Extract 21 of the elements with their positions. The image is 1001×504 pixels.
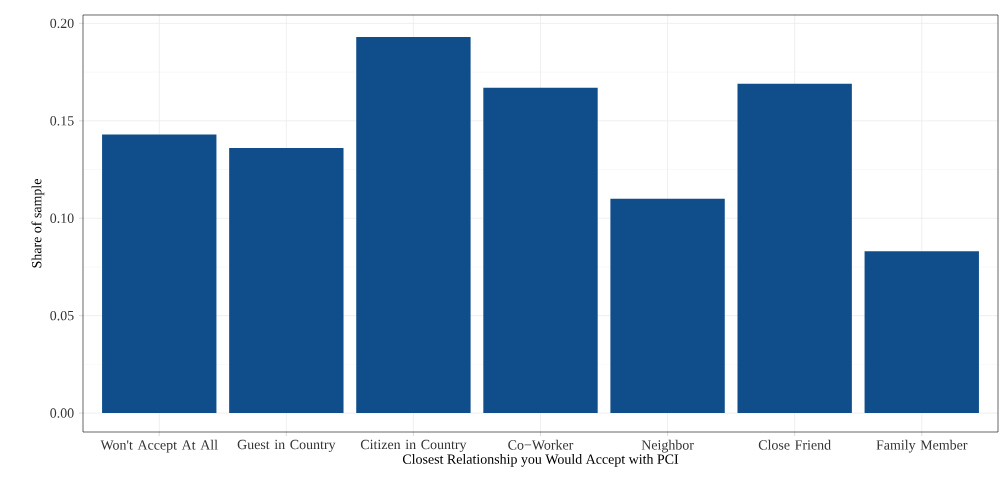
x-tick-label: Guest in Country xyxy=(237,439,336,453)
y-axis-title: Share of sample xyxy=(31,179,45,268)
bar xyxy=(483,87,598,414)
bar xyxy=(356,37,471,414)
x-tick-label: Close Friend xyxy=(758,439,831,450)
y-tick-label: 0.10 xyxy=(50,213,74,223)
x-tick-label: Won't Accept At All xyxy=(100,439,218,453)
x-tick-label: Co−Worker xyxy=(508,439,574,450)
y-tick-label: 0.00 xyxy=(50,408,74,418)
bar xyxy=(864,251,979,414)
y-tick-label: 0.20 xyxy=(50,18,74,29)
bar xyxy=(102,134,217,414)
bar xyxy=(229,148,344,414)
bar xyxy=(737,83,852,414)
y-tick-label: 0.15 xyxy=(50,116,74,126)
x-tick-label: Citizen in Country xyxy=(360,439,467,453)
x-tick-label: Family Member xyxy=(876,439,968,453)
bar xyxy=(610,198,725,414)
x-tick-label: Neighbor xyxy=(641,439,694,453)
y-tick-label: 0.05 xyxy=(50,310,74,321)
x-axis-title: Closest Relationship you Would Accept with PCI xyxy=(402,454,679,467)
